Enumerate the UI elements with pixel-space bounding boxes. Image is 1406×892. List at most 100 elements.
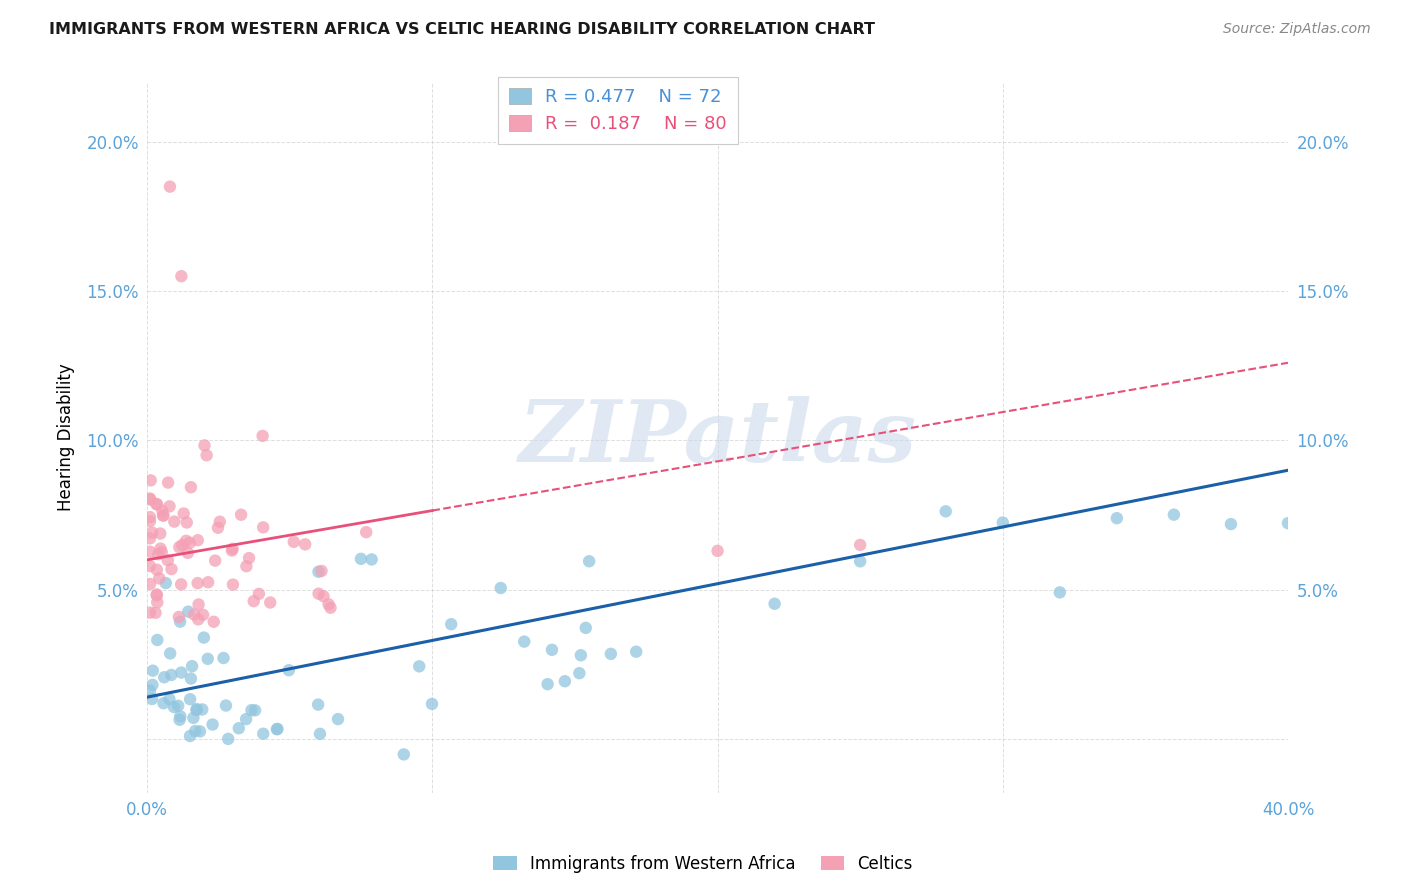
Point bbox=[252, 727, 274, 741]
Point bbox=[160, 668, 183, 682]
Point bbox=[207, 521, 229, 535]
Point bbox=[176, 516, 198, 530]
Point bbox=[139, 606, 162, 620]
Point bbox=[935, 504, 957, 518]
Point bbox=[197, 652, 219, 666]
Point bbox=[153, 670, 176, 684]
Point bbox=[238, 551, 260, 566]
Point bbox=[146, 632, 169, 647]
Point bbox=[197, 575, 219, 590]
Point bbox=[308, 587, 330, 601]
Point bbox=[145, 587, 167, 601]
Point bbox=[149, 541, 172, 556]
Point bbox=[188, 724, 211, 739]
Point bbox=[152, 508, 174, 523]
Point bbox=[169, 615, 191, 629]
Point bbox=[266, 722, 288, 736]
Point bbox=[160, 562, 183, 576]
Point bbox=[163, 515, 186, 529]
Point bbox=[326, 712, 349, 726]
Point bbox=[170, 269, 193, 284]
Point bbox=[706, 544, 728, 558]
Point bbox=[145, 497, 167, 511]
Point bbox=[186, 702, 208, 716]
Text: ZIPatlas: ZIPatlas bbox=[519, 396, 917, 479]
Y-axis label: Hearing Disability: Hearing Disability bbox=[58, 364, 75, 511]
Point bbox=[145, 606, 167, 620]
Point bbox=[1049, 585, 1071, 599]
Point bbox=[308, 565, 330, 579]
Point bbox=[152, 508, 174, 523]
Point bbox=[149, 526, 172, 541]
Point bbox=[191, 702, 214, 716]
Point bbox=[139, 577, 162, 591]
Point bbox=[319, 600, 342, 615]
Point bbox=[536, 677, 558, 691]
Point bbox=[152, 696, 174, 710]
Point bbox=[146, 497, 169, 511]
Point bbox=[991, 516, 1014, 530]
Point bbox=[354, 525, 377, 540]
Point bbox=[179, 692, 201, 706]
Point bbox=[139, 559, 162, 574]
Point bbox=[624, 645, 647, 659]
Point bbox=[139, 492, 162, 507]
Point bbox=[146, 595, 169, 609]
Text: IMMIGRANTS FROM WESTERN AFRICA VS CELTIC HEARING DISABILITY CORRELATION CHART: IMMIGRANTS FROM WESTERN AFRICA VS CELTIC… bbox=[49, 22, 875, 37]
Point bbox=[212, 651, 235, 665]
Point bbox=[420, 697, 443, 711]
Point bbox=[184, 724, 207, 739]
Point bbox=[259, 595, 281, 609]
Point bbox=[180, 672, 202, 686]
Point bbox=[148, 547, 170, 561]
Point bbox=[150, 545, 173, 559]
Point bbox=[217, 731, 239, 746]
Point bbox=[247, 587, 270, 601]
Point bbox=[266, 723, 288, 737]
Point bbox=[235, 712, 257, 726]
Point bbox=[179, 729, 201, 743]
Point bbox=[167, 610, 190, 624]
Point bbox=[568, 666, 591, 681]
Point bbox=[1277, 516, 1299, 531]
Point bbox=[309, 727, 332, 741]
Point bbox=[148, 571, 170, 585]
Point bbox=[1219, 517, 1241, 532]
Point bbox=[392, 747, 415, 762]
Point bbox=[193, 631, 215, 645]
Point bbox=[221, 541, 243, 556]
Point bbox=[222, 577, 245, 591]
Point bbox=[408, 659, 430, 673]
Point bbox=[229, 508, 252, 522]
Point bbox=[1105, 511, 1128, 525]
Point bbox=[204, 553, 226, 567]
Point bbox=[489, 581, 512, 595]
Point bbox=[294, 537, 316, 551]
Point bbox=[202, 615, 225, 629]
Point bbox=[187, 576, 209, 591]
Point bbox=[318, 597, 340, 611]
Point bbox=[235, 559, 257, 574]
Point bbox=[186, 703, 208, 717]
Point bbox=[170, 577, 193, 591]
Legend: Immigrants from Western Africa, Celtics: Immigrants from Western Africa, Celtics bbox=[486, 848, 920, 880]
Point bbox=[155, 576, 177, 591]
Point bbox=[312, 589, 335, 603]
Point bbox=[599, 647, 621, 661]
Point bbox=[159, 500, 181, 514]
Point bbox=[167, 698, 190, 713]
Point bbox=[141, 692, 163, 706]
Point bbox=[180, 480, 202, 494]
Point bbox=[569, 648, 592, 663]
Point bbox=[181, 659, 204, 673]
Point bbox=[578, 554, 600, 568]
Point bbox=[163, 700, 186, 714]
Point bbox=[142, 664, 165, 678]
Point bbox=[252, 520, 274, 534]
Point bbox=[183, 607, 205, 622]
Point bbox=[849, 538, 872, 552]
Point bbox=[170, 665, 193, 680]
Point bbox=[173, 507, 195, 521]
Point bbox=[139, 683, 162, 698]
Point bbox=[242, 594, 264, 608]
